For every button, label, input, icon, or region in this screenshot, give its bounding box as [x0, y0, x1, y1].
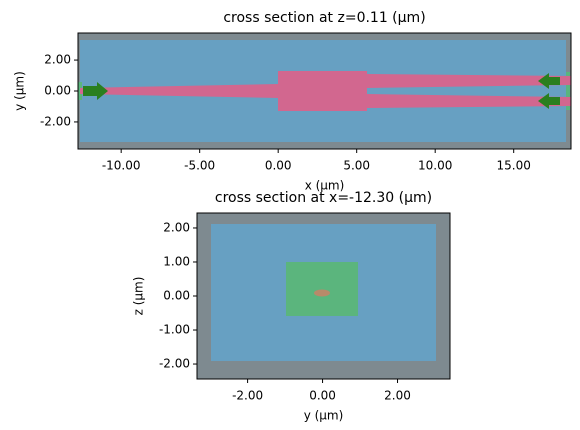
x-axis-label: y (μm)	[304, 409, 344, 423]
y-tick-label: 1.00	[163, 254, 190, 268]
chart-title: cross section at x=-12.30 (μm)	[215, 190, 432, 206]
x-tick-label: 5.00	[343, 159, 370, 173]
bottom-geometry	[197, 213, 450, 379]
x-tick-label: -2.00	[232, 389, 263, 403]
x-tick-label: 0.00	[265, 159, 292, 173]
y-tick-label: 0.00	[44, 84, 71, 98]
y-tick-label: -2.00	[40, 114, 71, 128]
y-axis-label: y (μm)	[13, 71, 27, 111]
chart-title: cross section at z=0.11 (μm)	[223, 10, 425, 26]
x-axis-label: x (μm)	[305, 179, 345, 193]
x-tick-label: 2.00	[384, 389, 411, 403]
y-tick-label: 0.00	[163, 289, 190, 303]
x-tick-label: 15.00	[497, 159, 531, 173]
top-geometry	[78, 33, 571, 149]
y-tick-label: 2.00	[44, 53, 71, 67]
x-tick-label: 0.00	[309, 389, 336, 403]
y-tick-label: -2.00	[159, 357, 190, 371]
x-tick-label: 10.00	[418, 159, 452, 173]
x-tick-label: -10.00	[102, 159, 141, 173]
y-tick-label: 2.00	[163, 220, 190, 234]
y-tick-label: -1.00	[159, 323, 190, 337]
x-tick-label: -5.00	[184, 159, 215, 173]
y-axis-label: z (μm)	[132, 277, 146, 316]
